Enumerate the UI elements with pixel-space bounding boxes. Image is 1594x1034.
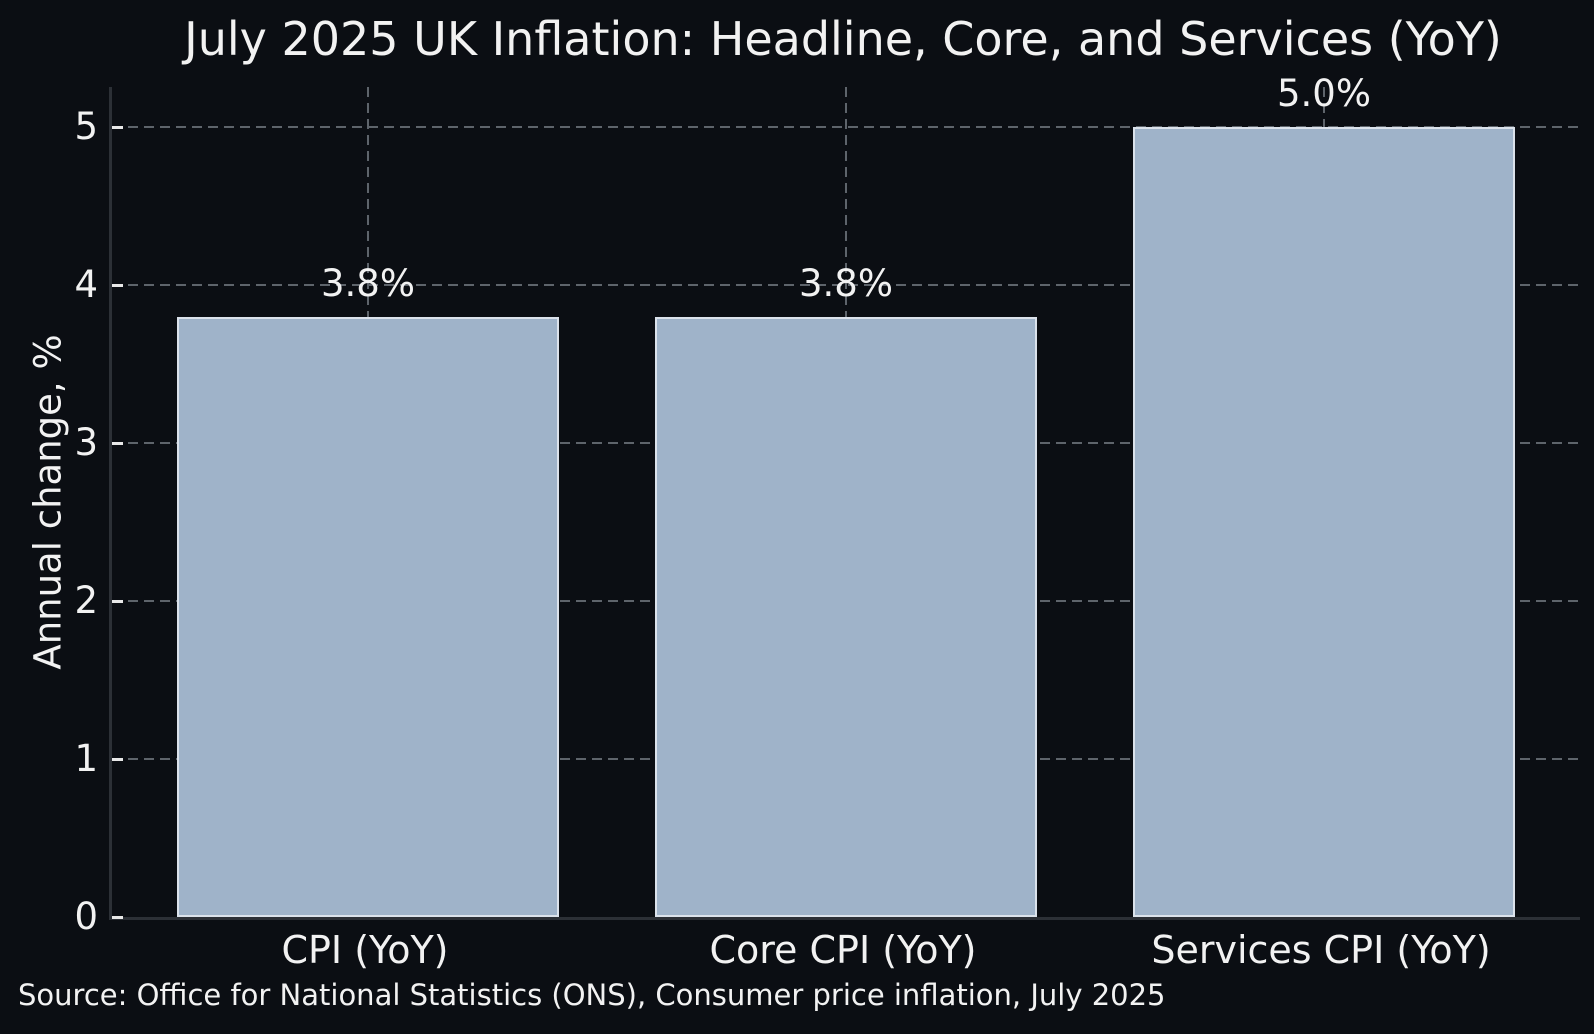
y-tick-mark	[112, 758, 123, 761]
x-tick-label: Services CPI (YoY)	[1151, 928, 1491, 972]
bar-value-label: 3.8%	[321, 261, 415, 305]
bar-1	[177, 316, 559, 917]
x-tick-label: Core CPI (YoY)	[709, 928, 977, 972]
y-tick-label: 3	[74, 421, 98, 464]
y-tick-label: 4	[74, 263, 98, 306]
y-tick-label: 5	[74, 105, 98, 148]
bar-value-label: 3.8%	[799, 261, 893, 305]
y-tick-label: 1	[74, 737, 98, 780]
y-tick-mark	[112, 284, 123, 287]
y-tick-label: 2	[74, 579, 98, 622]
y-tick-label: 0	[74, 895, 98, 938]
bar-3	[1133, 127, 1515, 917]
y-tick-mark	[112, 600, 123, 603]
bar-value-label: 5.0%	[1277, 72, 1371, 115]
bar-2	[655, 316, 1037, 917]
y-tick-mark	[112, 126, 123, 129]
y-tick-mark	[112, 442, 123, 445]
plot-area: 3.8% 3.8% 5.0%	[109, 72, 1580, 920]
y-tick-mark	[112, 916, 123, 919]
chart-title: July 2025 UK Inflation: Headline, Core, …	[184, 12, 1502, 66]
x-tick-label: CPI (YoY)	[281, 928, 449, 972]
source-note: Source: Office for National Statistics (…	[18, 978, 1166, 1012]
